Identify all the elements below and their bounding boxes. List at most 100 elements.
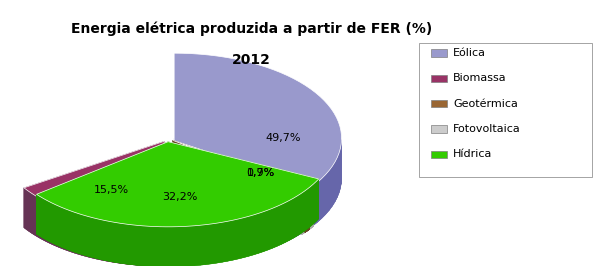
Polygon shape xyxy=(40,197,44,239)
Polygon shape xyxy=(94,219,97,259)
Polygon shape xyxy=(53,205,55,246)
Polygon shape xyxy=(293,196,297,238)
Text: 32,2%: 32,2% xyxy=(162,192,197,202)
Polygon shape xyxy=(145,226,147,266)
Polygon shape xyxy=(80,215,82,255)
Polygon shape xyxy=(30,192,32,234)
Polygon shape xyxy=(77,214,80,255)
Polygon shape xyxy=(204,221,212,262)
Polygon shape xyxy=(36,179,319,266)
Polygon shape xyxy=(120,223,123,264)
Polygon shape xyxy=(158,226,161,266)
Bar xyxy=(431,151,447,158)
Polygon shape xyxy=(222,221,228,262)
Text: Hídrica: Hídrica xyxy=(453,149,493,159)
Polygon shape xyxy=(87,217,89,257)
Polygon shape xyxy=(177,140,341,263)
Polygon shape xyxy=(138,225,143,266)
Polygon shape xyxy=(143,226,149,266)
Polygon shape xyxy=(63,209,66,250)
Polygon shape xyxy=(173,140,314,226)
Text: 0,7%: 0,7% xyxy=(246,168,274,178)
Polygon shape xyxy=(121,223,126,264)
Polygon shape xyxy=(313,181,316,224)
Polygon shape xyxy=(325,171,329,214)
Polygon shape xyxy=(307,186,312,230)
Polygon shape xyxy=(149,226,154,266)
Polygon shape xyxy=(276,203,283,246)
Polygon shape xyxy=(65,209,69,250)
Polygon shape xyxy=(109,222,112,262)
Polygon shape xyxy=(136,225,139,265)
Polygon shape xyxy=(128,225,131,265)
Polygon shape xyxy=(35,196,37,237)
Polygon shape xyxy=(26,189,27,230)
Polygon shape xyxy=(183,226,189,266)
Polygon shape xyxy=(24,188,26,229)
Polygon shape xyxy=(47,202,48,243)
Polygon shape xyxy=(55,206,57,247)
Polygon shape xyxy=(41,199,43,240)
Polygon shape xyxy=(91,218,94,259)
Polygon shape xyxy=(289,197,296,240)
Polygon shape xyxy=(166,227,172,266)
Polygon shape xyxy=(301,192,304,234)
Polygon shape xyxy=(69,210,74,252)
Polygon shape xyxy=(61,208,63,249)
Polygon shape xyxy=(285,200,289,242)
Polygon shape xyxy=(84,216,87,257)
Polygon shape xyxy=(52,203,56,245)
Polygon shape xyxy=(307,186,310,229)
Polygon shape xyxy=(173,140,305,232)
Polygon shape xyxy=(296,193,301,237)
Polygon shape xyxy=(177,223,186,263)
FancyBboxPatch shape xyxy=(419,43,592,177)
Polygon shape xyxy=(304,189,307,231)
Polygon shape xyxy=(72,213,75,253)
Polygon shape xyxy=(154,227,160,266)
Polygon shape xyxy=(249,215,254,256)
Polygon shape xyxy=(186,223,195,263)
Polygon shape xyxy=(173,140,310,229)
Polygon shape xyxy=(132,225,138,265)
Polygon shape xyxy=(168,142,319,219)
Polygon shape xyxy=(99,220,102,260)
Polygon shape xyxy=(200,225,206,265)
Text: Geotérmica: Geotérmica xyxy=(453,99,518,109)
Polygon shape xyxy=(104,221,107,261)
Polygon shape xyxy=(268,208,273,250)
Polygon shape xyxy=(131,225,133,265)
Polygon shape xyxy=(56,205,60,247)
Polygon shape xyxy=(66,210,68,251)
Polygon shape xyxy=(228,220,233,261)
Polygon shape xyxy=(277,205,281,246)
Polygon shape xyxy=(273,206,277,248)
Polygon shape xyxy=(29,191,30,232)
Polygon shape xyxy=(172,227,178,266)
Polygon shape xyxy=(174,138,177,263)
Polygon shape xyxy=(301,190,307,233)
Polygon shape xyxy=(59,207,61,248)
Polygon shape xyxy=(206,224,211,265)
Text: 2012: 2012 xyxy=(231,53,271,67)
Polygon shape xyxy=(173,140,314,195)
Polygon shape xyxy=(133,225,136,265)
Polygon shape xyxy=(82,215,84,256)
Polygon shape xyxy=(283,200,289,243)
Polygon shape xyxy=(39,198,41,239)
Polygon shape xyxy=(174,53,341,223)
Text: Fotovoltaica: Fotovoltaica xyxy=(453,124,521,134)
Polygon shape xyxy=(189,226,194,266)
Polygon shape xyxy=(123,224,126,264)
Polygon shape xyxy=(316,179,319,221)
Bar xyxy=(431,75,447,82)
Polygon shape xyxy=(110,222,115,262)
Polygon shape xyxy=(233,219,239,260)
Polygon shape xyxy=(161,141,164,266)
Polygon shape xyxy=(75,213,77,254)
Polygon shape xyxy=(27,190,29,231)
Polygon shape xyxy=(305,189,310,232)
Polygon shape xyxy=(217,222,222,263)
Polygon shape xyxy=(211,223,217,264)
Polygon shape xyxy=(340,144,341,189)
